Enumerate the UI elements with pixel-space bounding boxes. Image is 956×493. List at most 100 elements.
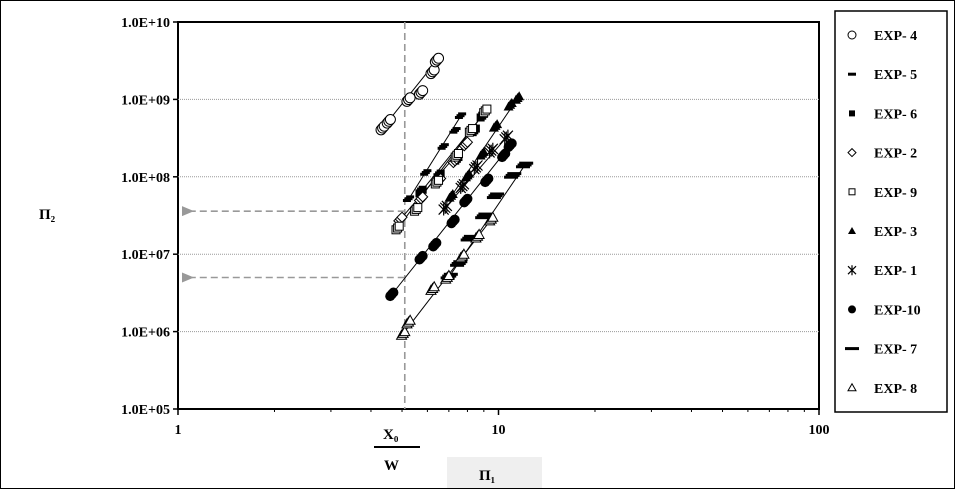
data-point [402,198,411,202]
data-point [404,197,413,201]
axes: 1.0E+05 1.0E+06 1.0E+07 1.0E+08 1.0E+09 1.0E+… [121,16,829,438]
data-point [486,196,501,200]
data-point [447,188,458,198]
data-point [486,211,499,222]
data-point [440,143,449,147]
data-point [462,236,477,240]
data-point [454,115,463,119]
data-point [472,159,483,172]
legend-label: EXP- 9 [874,186,917,201]
data-point [418,185,427,194]
data-point [453,149,463,159]
legend-label: EXP- 6 [874,107,917,122]
data-point [463,234,478,238]
data-point [515,165,530,169]
legend-entry: EXP-10 [848,303,921,318]
data-point [421,170,430,174]
y-tick-label: 1.0E+05 [121,403,170,418]
legend-marker [847,382,857,392]
legend-entry: EXP- 3 [848,225,917,240]
legend-entry: EXP- 1 [847,264,917,279]
y-axis-title: Π₂ [39,207,56,223]
y-tick-label: 1.0E+08 [121,171,170,186]
data-point [458,112,467,116]
data-point [506,138,517,149]
plot-area [177,21,820,410]
legend-entry: EXP- 7 [845,343,917,358]
data-point [431,237,442,248]
legend-marker [849,110,855,117]
legend-marker [847,265,857,276]
data-point [514,91,525,101]
data-point [417,85,429,97]
data-point [456,114,465,118]
grid-lines [178,98,819,333]
legend-entry: EXP- 8 [847,382,917,397]
data-point [462,193,473,204]
data-point [464,168,475,178]
data-point [443,269,455,281]
legend-label: EXP- 1 [874,264,917,279]
data-point [504,175,519,179]
data-point [468,124,478,134]
data-point [476,214,491,218]
legend-label: EXP- 5 [874,68,917,83]
data-point [398,325,411,337]
data-point [451,262,466,266]
legend-label: EXP- 4 [874,29,917,44]
data-point [449,214,460,225]
data-point [413,203,423,213]
legend-entry: EXP- 6 [849,107,917,122]
data-point [488,194,503,198]
data-point [492,119,503,129]
data-point [483,173,494,184]
x-tick-label: 100 [809,423,830,438]
data-point [507,172,522,176]
data-point [428,280,441,292]
y-tick-label: 1.0E+10 [121,16,170,31]
data-point [434,175,444,185]
legend: EXP- 4 EXP- 5 EXP- 6 EXP- 2 EXP- 9 EXP- 3 EXP-… [834,10,948,413]
data-point [478,212,493,216]
data-point [417,250,428,261]
data-point [404,92,416,104]
legend-label: EXP- 7 [874,343,917,358]
legend-label: EXP- 8 [874,382,917,397]
data-point [394,221,404,231]
x-tick-label: 1 [175,423,182,438]
legend-label: EXP- 3 [874,225,917,240]
data-points [375,52,534,340]
y-tick-label: 1.0E+07 [121,248,170,263]
data-point [452,127,461,131]
data-point [482,104,492,114]
data-point [475,216,490,220]
legend-marker [848,72,856,76]
data-point [458,178,470,191]
data-point [420,172,429,176]
legend-marker [847,147,857,158]
legend-entry: EXP- 9 [848,186,917,201]
data-point [439,144,448,148]
y-tick-label: 1.0E+06 [121,326,170,341]
data-point [473,228,485,239]
legend-entry: EXP- 4 [847,29,917,44]
data-point [505,173,520,177]
annotation-denominator: W [384,458,399,474]
data-point [517,163,532,167]
legend-marker [848,305,856,314]
data-point [441,199,453,212]
legend-marker [845,347,859,351]
data-point [458,248,470,259]
annotation-numerator: X₀ [383,427,399,443]
data-point [478,146,489,156]
y-tick-label: 1.0E+09 [121,93,170,108]
legend-box [834,10,948,413]
data-point [461,136,474,148]
legend-entry: EXP- 5 [848,68,917,83]
legend-entry: EXP- 2 [847,147,917,162]
data-point [460,238,475,242]
data-point [437,146,446,150]
legend-label: EXP-10 [874,303,921,318]
